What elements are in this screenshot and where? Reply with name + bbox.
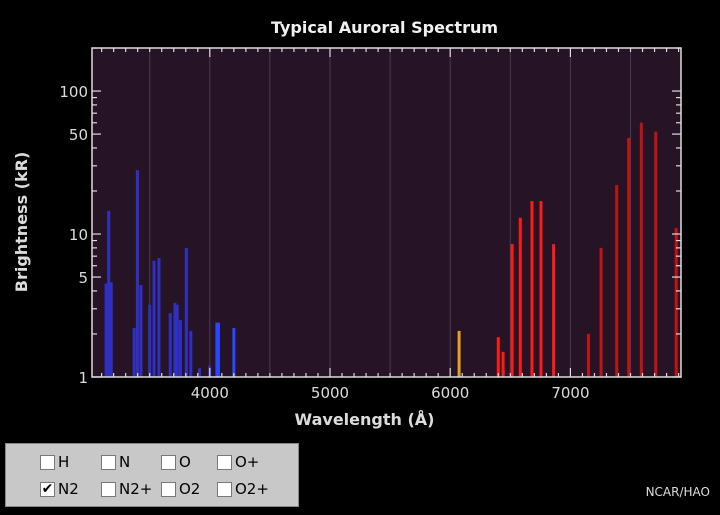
spectral-line-bar	[530, 201, 534, 377]
spectral-line-bar	[189, 330, 193, 377]
checkbox-h-box[interactable]	[40, 454, 55, 470]
spectral-line-bar	[216, 322, 220, 377]
spectral-line-bar	[184, 247, 188, 377]
spectral-line-bar	[639, 122, 643, 377]
checkbox-o2-plus-box[interactable]	[217, 481, 232, 497]
checkbox-n-box[interactable]	[101, 454, 116, 470]
checkbox-n[interactable]: N	[101, 451, 130, 473]
spectral-line-bar	[175, 304, 179, 377]
spectral-line-bar	[496, 337, 500, 377]
spectral-line-bar	[510, 244, 514, 377]
spectral-line-bar	[135, 170, 139, 377]
spectral-line-bar	[215, 322, 219, 377]
x-tick-label: 5000	[311, 384, 349, 402]
spectral-line-bar	[654, 131, 658, 377]
checkbox-n2-box[interactable]: ✔	[40, 481, 55, 497]
spectral-line-bar	[104, 283, 108, 377]
spectral-line-bar	[501, 351, 505, 377]
y-tick-label: 100	[59, 83, 88, 101]
y-tick-label: 10	[69, 226, 88, 244]
checkbox-o2-box[interactable]	[161, 481, 176, 497]
spectral-line-bar	[148, 304, 152, 377]
y-tick-label: 1	[78, 369, 88, 387]
y-tick-label: 50	[69, 126, 88, 144]
y-tick-label: 5	[78, 269, 88, 287]
checkbox-o-box[interactable]	[161, 454, 176, 470]
spectral-line-bar	[132, 328, 136, 377]
x-tick-label: 6000	[431, 384, 469, 402]
spectral-line-bar	[232, 328, 236, 377]
checkbox-n2-label: N2	[58, 480, 79, 498]
checkbox-o2-label: O2	[179, 480, 201, 498]
spectral-line-bar	[518, 217, 522, 377]
checkbox-o[interactable]: O	[161, 451, 191, 473]
checkbox-o2[interactable]: O2	[161, 478, 200, 500]
spectral-line-bar	[674, 228, 678, 377]
spectral-line-bar	[152, 260, 156, 377]
chart-title: Typical Auroral Spectrum	[271, 18, 498, 37]
spectral-line-bar	[107, 210, 111, 377]
checkbox-n2-plus[interactable]: N2+	[101, 478, 152, 500]
spectral-line-bar	[157, 257, 161, 377]
spectral-line-bar	[178, 320, 182, 377]
spectral-line-bar	[197, 368, 201, 377]
x-axis-label: Wavelength (Å)	[295, 410, 435, 429]
spectral-line-bar	[457, 330, 461, 377]
plot-area	[92, 48, 681, 377]
credit-text: NCAR/HAO	[645, 485, 710, 499]
checkbox-o-plus[interactable]: O+	[217, 451, 259, 473]
spectral-line-bar	[139, 284, 143, 377]
checkbox-n2[interactable]: ✔ N2	[40, 478, 79, 500]
spectral-line-bar	[615, 185, 619, 377]
spectral-line-bar	[168, 313, 172, 377]
spectral-line-bar	[627, 137, 631, 377]
checkbox-h[interactable]: H	[40, 451, 69, 473]
spectral-line-bar	[586, 333, 590, 377]
checkbox-o-plus-box[interactable]	[217, 454, 232, 470]
spectral-line-bar	[109, 282, 113, 377]
spectral-line-bar	[599, 247, 603, 377]
species-filter-panel: H N O O+ ✔ N2 N2+ O2 O2+	[5, 443, 299, 507]
checkbox-o-label: O	[179, 453, 191, 471]
auroral-spectrum-chart: 1 5 10 50 100 4000 5000 6000 7000 Typical Auroral…	[12, 18, 682, 429]
spectral-line-bar	[173, 302, 177, 377]
spectral-line-bar	[539, 201, 543, 377]
checkbox-o2-plus-label: O2+	[235, 480, 269, 498]
spectral-line-bar	[552, 244, 556, 377]
plot-frame	[91, 47, 682, 378]
x-tick-label: 7000	[551, 384, 589, 402]
checkbox-h-label: H	[58, 453, 70, 471]
checkbox-n-label: N	[119, 453, 131, 471]
checkbox-n2-plus-box[interactable]	[101, 481, 116, 497]
y-axis-label: Brightness (kR)	[12, 152, 31, 293]
checkbox-o-plus-label: O+	[235, 453, 260, 471]
x-tick-label: 4000	[191, 384, 229, 402]
checkbox-n2-plus-label: N2+	[119, 480, 153, 498]
checkbox-o2-plus[interactable]: O2+	[217, 478, 269, 500]
